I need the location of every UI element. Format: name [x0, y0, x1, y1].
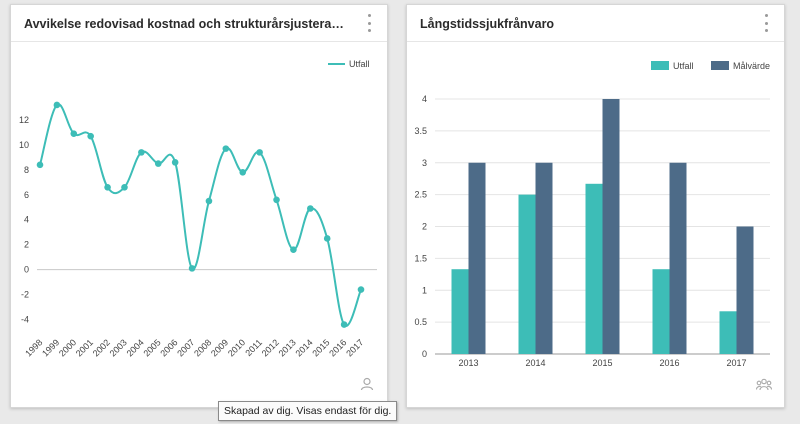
bar-utfall [719, 311, 737, 354]
y-tick-label: 8 [24, 165, 29, 175]
x-tick-label: 2005 [141, 337, 162, 358]
x-tick-label: 1999 [40, 337, 61, 358]
y-tick-label: 3.5 [414, 126, 427, 136]
x-tick-label: 2014 [293, 337, 314, 358]
bar-utfall [585, 183, 603, 354]
data-point [222, 145, 230, 152]
data-point [171, 159, 179, 166]
y-tick-label: 0 [422, 349, 427, 359]
data-point [121, 184, 128, 191]
y-tick-label: 6 [24, 190, 29, 200]
y-tick-label: -2 [21, 290, 29, 300]
data-point [307, 205, 314, 212]
data-point [70, 130, 78, 137]
x-tick-label: 2007 [175, 337, 196, 358]
bar-utfall [652, 269, 670, 354]
data-point [87, 132, 94, 140]
line-chart-card: Avvikelse redovisad kostnad och struktur… [10, 4, 388, 408]
y-tick-label: 2.5 [414, 190, 427, 200]
tooltip: Skapad av dig. Visas endast för dig. [218, 401, 398, 421]
y-tick-label: 12 [19, 115, 29, 125]
y-tick-label: -4 [21, 315, 29, 325]
x-tick-label: 2001 [74, 337, 95, 358]
line-chart: -4-2024681012199819992000200120022003200… [19, 59, 377, 359]
person-icon [360, 377, 374, 391]
x-tick-label: 2017 [344, 337, 365, 358]
data-point [340, 321, 348, 328]
x-tick-label: 1998 [23, 337, 44, 358]
bar-chart-card: Långstidssjukfrånvaro 0 0.5 1 1.5 2 2.5 3 3.5 4 2… [406, 4, 785, 408]
card-title: Långstidssjukfrånvaro [420, 17, 555, 31]
y-tick-label: 10 [19, 140, 29, 150]
group-icon [756, 378, 772, 391]
x-tick-label: 2010 [226, 337, 247, 358]
data-point [290, 246, 297, 253]
x-tick-label: 2000 [57, 337, 78, 358]
legend-label: Utfall [349, 59, 370, 69]
x-tick-label: 2015 [310, 337, 331, 358]
data-point [256, 149, 263, 156]
data-point [323, 235, 331, 242]
y-tick-label: 2 [422, 222, 427, 232]
bar-utfall [451, 269, 469, 354]
x-tick-label: 2003 [108, 337, 129, 358]
card-header: Långstidssjukfrånvaro [407, 5, 784, 42]
x-tick-label: 2013 [458, 358, 478, 368]
y-tick-label: 2 [24, 240, 29, 250]
data-point [273, 196, 280, 204]
bar-malvarde [736, 226, 754, 354]
x-tick-label: 2002 [91, 337, 112, 358]
data-point [104, 184, 111, 191]
kebab-menu-icon[interactable] [760, 14, 772, 32]
legend-label: Utfall [673, 61, 694, 71]
x-tick-label: 2015 [592, 358, 612, 368]
data-point [36, 161, 44, 169]
y-tick-label: 0.5 [414, 317, 427, 327]
y-tick-label: 4 [24, 215, 29, 225]
x-tick-label: 2014 [525, 358, 545, 368]
bar-chart: 0 0.5 1 1.5 2 2.5 3 3.5 4 2013 2014 2015 2016 2017 Utf… [414, 61, 770, 368]
legend-label: Målvärde [733, 61, 770, 71]
x-tick-label: 2012 [260, 337, 281, 358]
legend-swatch [711, 61, 729, 70]
y-tick-label: 1.5 [414, 253, 427, 263]
data-point [138, 149, 145, 156]
y-tick-label: 4 [422, 94, 427, 104]
kebab-menu-icon[interactable] [363, 14, 375, 32]
bar-malvarde [602, 99, 620, 354]
data-point [53, 101, 61, 109]
y-tick-label: 0 [24, 265, 29, 275]
x-tick-label: 2016 [327, 337, 348, 358]
bar-malvarde [535, 162, 553, 354]
x-tick-label: 2017 [726, 358, 746, 368]
bar-utfall [518, 194, 536, 354]
legend-swatch [651, 61, 669, 70]
bar-malvarde [669, 162, 687, 354]
data-point [357, 286, 365, 293]
y-tick-label: 3 [422, 158, 427, 168]
data-point [239, 169, 247, 176]
data-point [188, 265, 196, 272]
x-tick-label: 2009 [209, 337, 230, 358]
card-title: Avvikelse redovisad kostnad och struktur… [24, 17, 349, 31]
card-header: Avvikelse redovisad kostnad och struktur… [11, 5, 387, 42]
x-tick-label: 2011 [243, 337, 264, 358]
data-point [205, 197, 213, 205]
bar-malvarde [468, 162, 486, 354]
x-tick-label: 2004 [125, 337, 146, 358]
y-tick-label: 1 [422, 285, 427, 295]
x-tick-label: 2008 [192, 337, 213, 358]
x-tick-label: 2013 [277, 337, 298, 358]
x-tick-label: 2016 [659, 358, 679, 368]
x-tick-label: 2006 [158, 337, 179, 358]
data-point [154, 160, 162, 167]
